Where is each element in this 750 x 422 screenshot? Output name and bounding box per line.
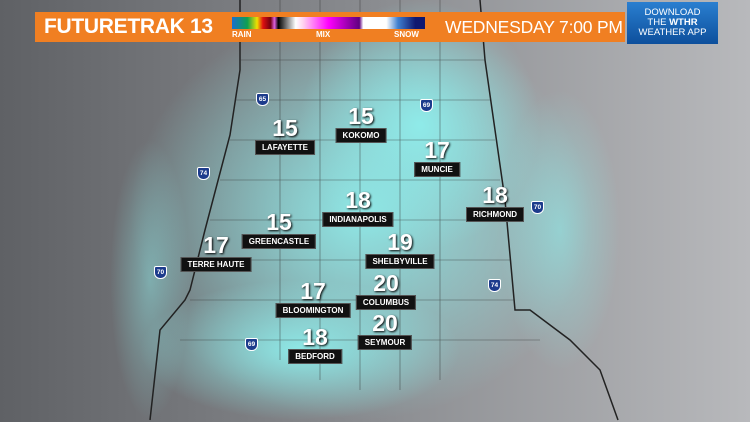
city-label: BEDFORD	[288, 349, 342, 364]
city-temperature: 17	[203, 232, 229, 258]
city-temperature: 18	[302, 324, 328, 350]
interstate-shield-icon: 65	[256, 93, 269, 106]
city-marker: 15 LAFAYETTE	[255, 117, 315, 155]
city-temperature: 18	[482, 182, 508, 208]
city-marker: 20 SEYMOUR	[357, 310, 413, 350]
legend-snow: SNOW	[394, 30, 419, 39]
app-promo-line: DOWNLOAD	[644, 7, 701, 18]
city-marker: 18 BEDFORD	[288, 326, 342, 364]
city-label: SEYMOUR	[357, 335, 413, 350]
city-label: MUNCIE	[414, 162, 460, 177]
city-temperature: 19	[387, 229, 413, 255]
city-label: COLUMBUS	[355, 295, 417, 310]
city-temperature: 17	[424, 137, 450, 163]
city-marker: 19 SHELBYVILLE	[365, 229, 435, 269]
city-marker: 15 GREENCASTLE	[241, 209, 317, 249]
download-app-button[interactable]: DOWNLOAD THE WTHR WEATHER APP	[627, 2, 718, 44]
city-temperature: 15	[348, 103, 374, 129]
city-marker: 18 RICHMOND	[466, 184, 524, 222]
city-temperature: 17	[300, 278, 326, 304]
city-temperature: 20	[373, 270, 399, 296]
city-marker: 18 INDIANAPOLIS	[322, 187, 394, 227]
city-label: BLOOMINGTON	[275, 303, 351, 318]
city-temperature: 15	[266, 209, 292, 235]
city-marker: 17 TERRE HAUTE	[180, 232, 252, 272]
city-temperature: 18	[345, 187, 371, 213]
interstate-shield-icon: 69	[420, 99, 433, 112]
app-promo-line: THE WTHR	[627, 18, 718, 28]
city-marker: 15 KOKOMO	[335, 103, 387, 143]
interstate-shield-icon: 69	[245, 338, 258, 351]
app-promo-brand: WTHR	[669, 17, 698, 28]
interstate-shield-icon: 74	[197, 167, 210, 180]
forecast-time: WEDNESDAY 7:00 PM	[445, 16, 623, 37]
city-label: TERRE HAUTE	[180, 257, 252, 272]
app-promo-text: THE	[647, 17, 670, 28]
precip-legend: RAIN MIX SNOW	[232, 13, 425, 41]
city-marker: 17 MUNCIE	[414, 139, 460, 177]
city-marker: 17 BLOOMINGTON	[275, 278, 351, 318]
header-banner: FUTURETRAK 13 RAIN MIX SNOW WEDNESDAY 7:…	[35, 12, 625, 42]
city-temperature: 20	[372, 310, 398, 336]
legend-rain: RAIN	[232, 30, 252, 39]
precip-color-bar	[232, 17, 425, 29]
city-label: LAFAYETTE	[255, 140, 315, 155]
interstate-shield-icon: 70	[531, 201, 544, 214]
city-label: KOKOMO	[335, 128, 387, 143]
app-promo-line: WEATHER APP	[638, 27, 707, 38]
city-label: GREENCASTLE	[241, 234, 317, 249]
legend-mix: MIX	[316, 30, 331, 39]
city-label: SHELBYVILLE	[365, 254, 435, 269]
interstate-shield-icon: 74	[488, 279, 501, 292]
city-marker: 20 COLUMBUS	[355, 270, 417, 310]
city-label: RICHMOND	[466, 207, 524, 222]
city-temperature: 15	[272, 115, 298, 141]
interstate-shield-icon: 70	[154, 266, 167, 279]
program-title: FUTURETRAK 13	[44, 15, 213, 38]
city-label: INDIANAPOLIS	[322, 212, 394, 227]
